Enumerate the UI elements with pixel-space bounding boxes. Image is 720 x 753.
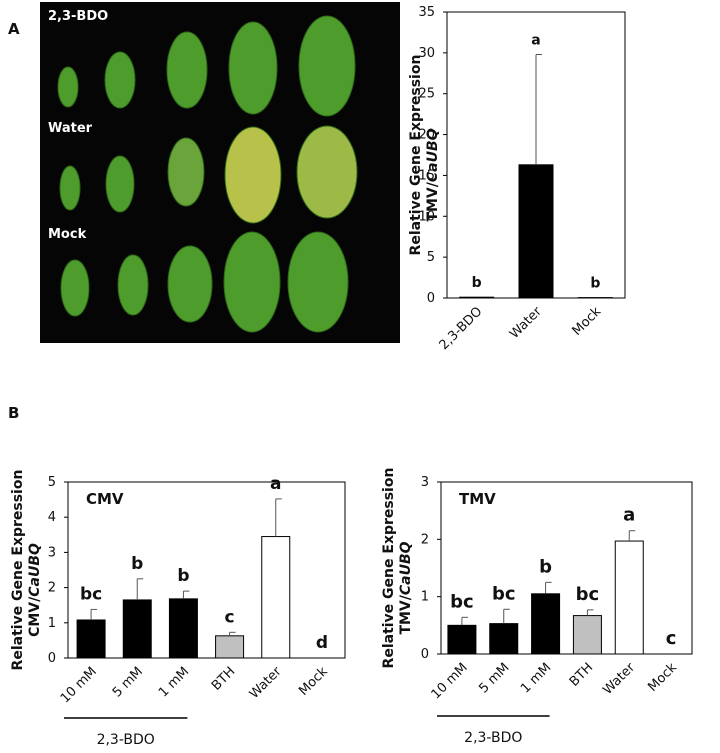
photo-label: 2,3-BDO — [48, 9, 108, 24]
significance-letter: c — [666, 628, 677, 649]
x-tick-label: 5 mM — [476, 660, 512, 696]
y-tick-label: 2 — [421, 532, 429, 547]
plot-frame — [440, 481, 693, 655]
significance-letter: b — [472, 275, 482, 291]
x-tick-label: Water — [247, 664, 285, 702]
x-tick-label: 1 mM — [518, 660, 554, 696]
y-tick-label: 3 — [48, 545, 56, 560]
plot-frame — [67, 481, 346, 659]
y-tick-label: 10 — [418, 209, 435, 224]
significance-letter: bc — [80, 584, 102, 604]
bar — [215, 635, 245, 659]
y-tick-label: 3 — [421, 475, 429, 490]
y-axis-label-italic: CaUBQ — [398, 541, 414, 595]
y-tick-label: 0 — [48, 651, 56, 666]
panel-label: A — [8, 20, 20, 38]
significance-letter: b — [177, 566, 189, 586]
bar — [447, 624, 477, 655]
x-tick-label: Mock — [645, 660, 680, 695]
y-axis-label-line: Relative Gene Expression — [10, 470, 26, 671]
bar — [76, 619, 106, 659]
y-tick-label: 2 — [48, 581, 56, 596]
x-tick-label: 2,3-BDO — [437, 304, 486, 353]
y-axis-label: Relative Gene ExpressionCMV/CaUBQ — [10, 470, 43, 671]
x-tick-label: 10 mM — [429, 660, 471, 702]
bar — [614, 540, 644, 655]
y-axis-label: Relative Gene ExpressionTMV/CaUBQ — [381, 468, 414, 669]
bar — [531, 593, 561, 655]
x-tick-label: 10 mM — [58, 664, 100, 706]
x-tick-label: Mock — [296, 664, 331, 699]
y-axis-label-line: TMV/ — [398, 594, 414, 634]
x-tick-label: BTH — [209, 664, 238, 693]
x-tick-label: 1 mM — [156, 664, 192, 700]
group-label: 2,3-BDO — [464, 730, 522, 746]
bar — [518, 164, 554, 299]
significance-letter: b — [590, 276, 600, 292]
x-tick-label: Water — [600, 660, 638, 698]
bar — [168, 598, 198, 659]
x-tick-label: 5 mM — [110, 664, 146, 700]
panel-label: B — [8, 404, 19, 422]
y-axis-label-line: TMV/ — [425, 181, 441, 221]
significance-letter: a — [531, 32, 540, 48]
bar — [459, 296, 495, 299]
significance-letter: c — [225, 607, 235, 627]
y-axis-label-line: CMV/ — [27, 596, 43, 637]
y-tick-label: 5 — [427, 250, 435, 265]
significance-letter: bc — [450, 591, 474, 612]
x-tick-label: BTH — [567, 660, 596, 689]
group-label: 2,3-BDO — [97, 732, 155, 748]
y-tick-label: 0 — [427, 291, 435, 306]
y-tick-label: 1 — [421, 590, 429, 605]
significance-letter: a — [270, 474, 281, 494]
photo-label: Mock — [48, 227, 87, 242]
significance-letter: a — [623, 505, 635, 526]
chart-title: TMV — [459, 490, 496, 508]
bar — [572, 615, 602, 655]
significance-letter: b — [539, 556, 552, 577]
y-tick-label: 4 — [48, 510, 56, 525]
y-tick-label: 20 — [418, 128, 435, 143]
y-axis-label-line: Relative Gene Expression — [408, 55, 424, 256]
significance-letter: bc — [576, 584, 600, 605]
y-axis-label: Relative Gene ExpressionTMV/CaUBQ — [408, 55, 441, 256]
y-tick-label: 5 — [48, 475, 56, 490]
bar — [489, 623, 519, 655]
y-tick-label: 0 — [421, 647, 429, 662]
y-axis-label-italic: CaUBQ — [425, 128, 441, 182]
significance-letter: d — [316, 633, 328, 653]
y-tick-label: 35 — [418, 5, 435, 20]
y-tick-label: 30 — [418, 46, 435, 61]
y-tick-label: 1 — [48, 616, 56, 631]
y-axis-label-italic: CaUBQ — [27, 543, 43, 597]
significance-letter: b — [131, 554, 143, 574]
x-tick-label: Water — [507, 304, 545, 342]
photo-label: Water — [48, 121, 93, 136]
y-tick-label: 15 — [418, 168, 435, 183]
leaf-photo — [40, 2, 400, 343]
y-tick-label: 25 — [418, 87, 435, 102]
chart-title: CMV — [86, 490, 124, 508]
bar — [261, 536, 291, 659]
significance-letter: bc — [492, 583, 516, 604]
x-tick-label: Mock — [570, 304, 605, 339]
y-axis-label-line: Relative Gene Expression — [381, 468, 397, 669]
bar — [122, 599, 152, 659]
